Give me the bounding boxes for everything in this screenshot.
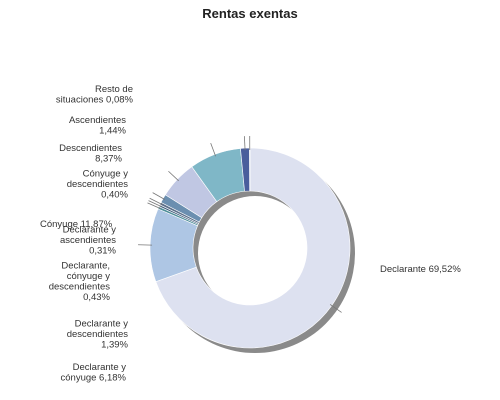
slice-label: Declarante y descendientes 1,39% <box>67 319 129 351</box>
leader-line <box>210 142 216 157</box>
donut-slice[interactable] <box>155 147 351 349</box>
slice-label: Declarante y ascendientes 0,31% <box>60 225 117 257</box>
slice-label: Resto de situaciones 0,08% <box>56 84 134 106</box>
slice-label: Cónyuge y descendientes 0,40% <box>67 169 129 201</box>
leader-line <box>152 192 166 200</box>
slice-label: Ascendientes 1,44% <box>69 115 127 137</box>
leader-line <box>243 136 246 151</box>
leader-line <box>149 197 163 205</box>
leader-line <box>148 200 162 207</box>
chart-title: Rentas exentas <box>202 6 298 21</box>
slice-label: Declarante 69,52% <box>380 264 461 275</box>
slice-label: Declarante y cónyuge 6,18% <box>61 362 127 384</box>
donut-slice[interactable] <box>249 147 251 192</box>
slice-label: Cónyuge 11,87% <box>40 219 113 230</box>
slice-label: Descendientes 8,37% <box>59 143 122 165</box>
leader-line <box>329 304 342 313</box>
slice-label: Declarante, cónyuge y descendientes 0,43% <box>49 260 111 303</box>
leader-line <box>168 170 179 182</box>
leader-line <box>147 202 161 209</box>
